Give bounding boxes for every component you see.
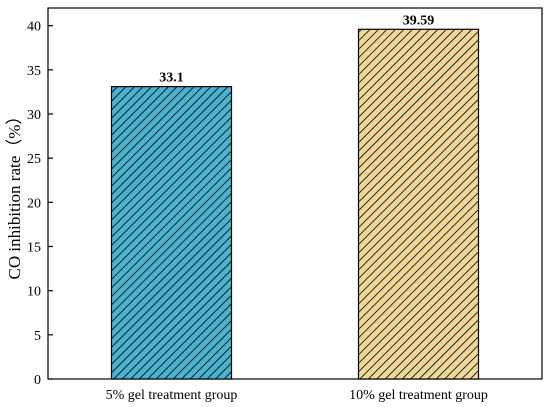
data-label-2: 39.59 (403, 13, 435, 28)
y-tick-label-0: 0 (34, 373, 41, 388)
x-category-label-2: 10% gel treatment group (349, 388, 488, 403)
x-category-label-1: 5% gel treatment group (106, 388, 238, 403)
y-tick-label-35: 35 (27, 64, 41, 79)
plot-frame (47, 7, 543, 380)
y-tick-label-40: 40 (27, 20, 41, 35)
y-tick-label-5: 5 (34, 329, 41, 344)
y-tick-label-10: 10 (27, 285, 41, 300)
y-tick-label-25: 25 (27, 152, 41, 167)
bar-2 (357, 28, 480, 380)
y-tick-label-20: 20 (27, 196, 41, 211)
plot-area: 0 5 10 15 20 25 30 35 40 33.1 5% gel treatment gro… (27, 7, 543, 403)
bar-1 (110, 86, 233, 380)
y-tick-label-30: 30 (27, 108, 41, 123)
y-axis-title: CO inhibition rate（%） (5, 108, 24, 280)
data-label-1: 33.1 (159, 71, 184, 86)
y-tick-label-15: 15 (27, 241, 41, 256)
